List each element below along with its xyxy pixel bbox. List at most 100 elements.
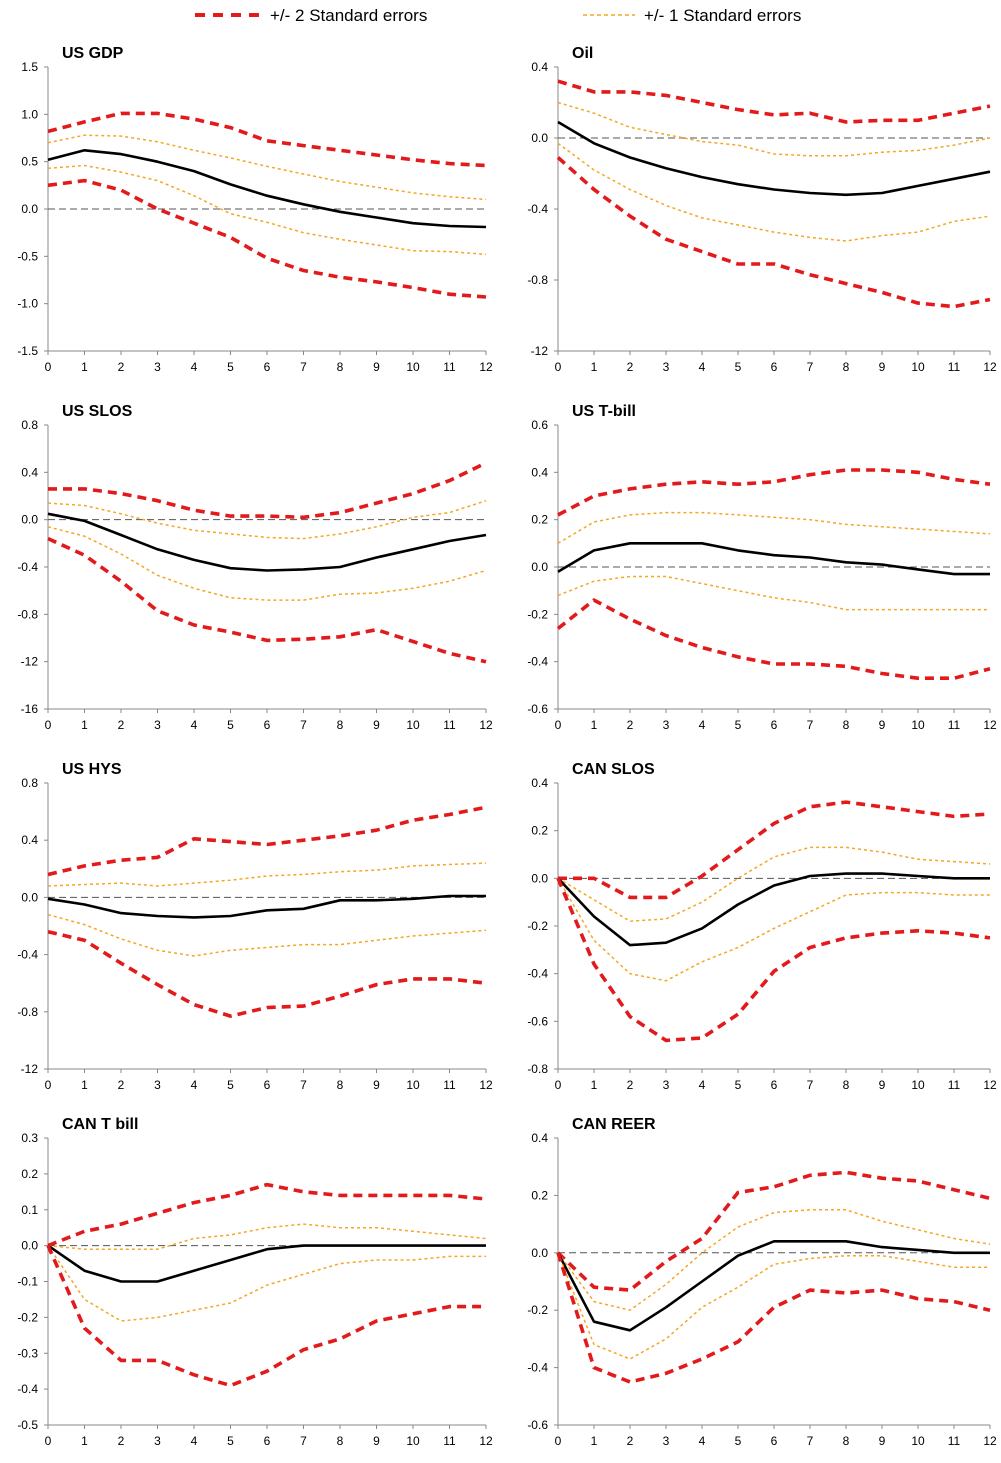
series-line-lower1 bbox=[557, 1252, 990, 1360]
x-tick-label: 11 bbox=[443, 718, 456, 732]
x-tick-label: 2 bbox=[118, 1078, 125, 1092]
y-tick-label: -0.3 bbox=[17, 1346, 38, 1360]
x-tick-label: 3 bbox=[663, 1078, 670, 1092]
x-tick-label: 7 bbox=[300, 1078, 307, 1092]
x-tick-label: 12 bbox=[479, 360, 493, 374]
y-tick-label: 0.0 bbox=[21, 513, 38, 527]
y-tick-label: 1.5 bbox=[21, 60, 38, 74]
legend-label-se2: +/- 2 Standard errors bbox=[270, 6, 427, 25]
x-tick-label: 6 bbox=[771, 360, 778, 374]
x-tick-label: 2 bbox=[627, 718, 634, 732]
series-line-upper2 bbox=[557, 79, 991, 124]
series-line-lower2 bbox=[46, 1244, 486, 1388]
x-tick-label: 0 bbox=[45, 718, 52, 732]
series-line-lower1 bbox=[47, 164, 487, 256]
x-tick-label: 0 bbox=[555, 1434, 562, 1448]
x-tick-label: 7 bbox=[807, 718, 814, 732]
x-tick-label: 11 bbox=[443, 360, 456, 374]
x-tick-label: 7 bbox=[807, 1434, 814, 1448]
y-tick-label: -0.5 bbox=[17, 249, 38, 263]
x-tick-label: 11 bbox=[443, 1078, 456, 1092]
y-tick-label: 1.0 bbox=[21, 107, 38, 121]
series-line-upper1 bbox=[557, 846, 991, 922]
y-tick-label: -0.8 bbox=[527, 273, 548, 287]
y-tick-label: -12 bbox=[531, 344, 549, 358]
y-tick-label: 0.2 bbox=[531, 1188, 548, 1202]
y-tick-label: -1.0 bbox=[17, 297, 38, 311]
x-tick-label: 10 bbox=[406, 1078, 420, 1092]
x-tick-label: 9 bbox=[879, 1434, 886, 1448]
x-tick-label: 6 bbox=[771, 718, 778, 732]
series-line-upper2 bbox=[47, 1182, 487, 1248]
x-tick-label: 9 bbox=[373, 1078, 380, 1092]
series-line-upper1 bbox=[47, 1223, 487, 1250]
series-line-upper1 bbox=[557, 101, 991, 157]
x-tick-label: 2 bbox=[627, 1434, 634, 1448]
x-tick-label: 7 bbox=[807, 360, 814, 374]
x-tick-label: 0 bbox=[555, 360, 562, 374]
x-tick-label: 11 bbox=[443, 1434, 456, 1448]
x-tick-label: 12 bbox=[479, 1078, 493, 1092]
x-tick-label: 8 bbox=[337, 718, 344, 732]
chart-panel-6: CAN T bill 0.3 0.2 0.1 0.0 -0.1 -0.2 -0.3 -0.4 -0… bbox=[17, 1116, 493, 1448]
series-line-lower1 bbox=[557, 877, 990, 982]
x-tick-label: 8 bbox=[337, 1434, 344, 1448]
y-tick-label: 0.4 bbox=[531, 465, 548, 479]
x-tick-label: 10 bbox=[406, 1434, 420, 1448]
x-tick-label: 1 bbox=[591, 360, 598, 374]
x-tick-label: 4 bbox=[191, 718, 198, 732]
y-tick-label: -0.2 bbox=[527, 919, 548, 933]
x-tick-label: 12 bbox=[983, 1434, 997, 1448]
x-tick-label: 3 bbox=[663, 1434, 670, 1448]
y-tick-label: -0.2 bbox=[527, 1303, 548, 1317]
x-tick-label: 0 bbox=[45, 1434, 52, 1448]
series-line-lower2 bbox=[47, 929, 487, 1018]
y-tick-label: -12 bbox=[21, 655, 39, 669]
y-tick-label: -0.1 bbox=[17, 1275, 38, 1289]
x-tick-label: 3 bbox=[154, 1078, 161, 1092]
y-tick-label: -0.4 bbox=[17, 948, 38, 962]
panel-title: CAN T bill bbox=[62, 1116, 138, 1133]
series-line-lower2 bbox=[556, 877, 991, 1043]
series-line-lower1 bbox=[47, 526, 487, 601]
y-tick-label: 0.0 bbox=[531, 131, 548, 145]
y-tick-label: -0.6 bbox=[527, 702, 548, 716]
series-line-estimate bbox=[47, 149, 487, 229]
series-line-upper2 bbox=[48, 461, 487, 520]
x-tick-label: 1 bbox=[591, 718, 598, 732]
y-tick-label: -0.6 bbox=[527, 1014, 548, 1028]
x-tick-label: 11 bbox=[948, 718, 961, 732]
x-tick-label: 3 bbox=[663, 360, 670, 374]
x-tick-label: 3 bbox=[663, 718, 670, 732]
x-tick-label: 6 bbox=[771, 1434, 778, 1448]
y-tick-label: -0.2 bbox=[527, 607, 548, 621]
series-line-estimate bbox=[557, 120, 991, 197]
y-tick-label: -0.4 bbox=[17, 560, 38, 574]
y-tick-label: -0.5 bbox=[17, 1418, 38, 1432]
series-line-estimate bbox=[47, 512, 487, 572]
series-line-lower2 bbox=[47, 178, 487, 299]
series-line-lower1 bbox=[47, 913, 487, 957]
x-tick-label: 3 bbox=[154, 1434, 161, 1448]
y-tick-label: -0.4 bbox=[527, 967, 548, 981]
y-tick-label: 0.0 bbox=[21, 1239, 38, 1253]
y-tick-label: -0.8 bbox=[17, 607, 38, 621]
legend-label-se1: +/- 1 Standard errors bbox=[644, 6, 801, 25]
series-line-estimate bbox=[47, 894, 486, 919]
y-tick-label: 0.0 bbox=[531, 1246, 548, 1260]
x-tick-label: 1 bbox=[591, 1434, 598, 1448]
series-line-upper1 bbox=[557, 1209, 991, 1311]
x-tick-label: 8 bbox=[843, 1434, 850, 1448]
x-tick-label: 10 bbox=[911, 360, 925, 374]
x-tick-label: 12 bbox=[479, 718, 493, 732]
x-tick-label: 11 bbox=[948, 1434, 961, 1448]
y-tick-label: 0.4 bbox=[21, 465, 38, 479]
y-tick-label: 0.4 bbox=[531, 776, 548, 790]
chart-legend: +/- 2 Standard errors +/- 1 Standard err… bbox=[195, 6, 801, 25]
x-tick-label: 7 bbox=[300, 360, 307, 374]
series-line-upper2 bbox=[47, 805, 487, 877]
